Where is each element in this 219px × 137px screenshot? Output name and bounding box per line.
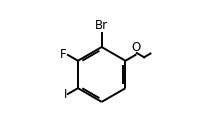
Text: F: F	[60, 48, 67, 61]
Text: I: I	[64, 88, 67, 101]
Text: O: O	[131, 41, 141, 54]
Text: Br: Br	[95, 19, 108, 32]
